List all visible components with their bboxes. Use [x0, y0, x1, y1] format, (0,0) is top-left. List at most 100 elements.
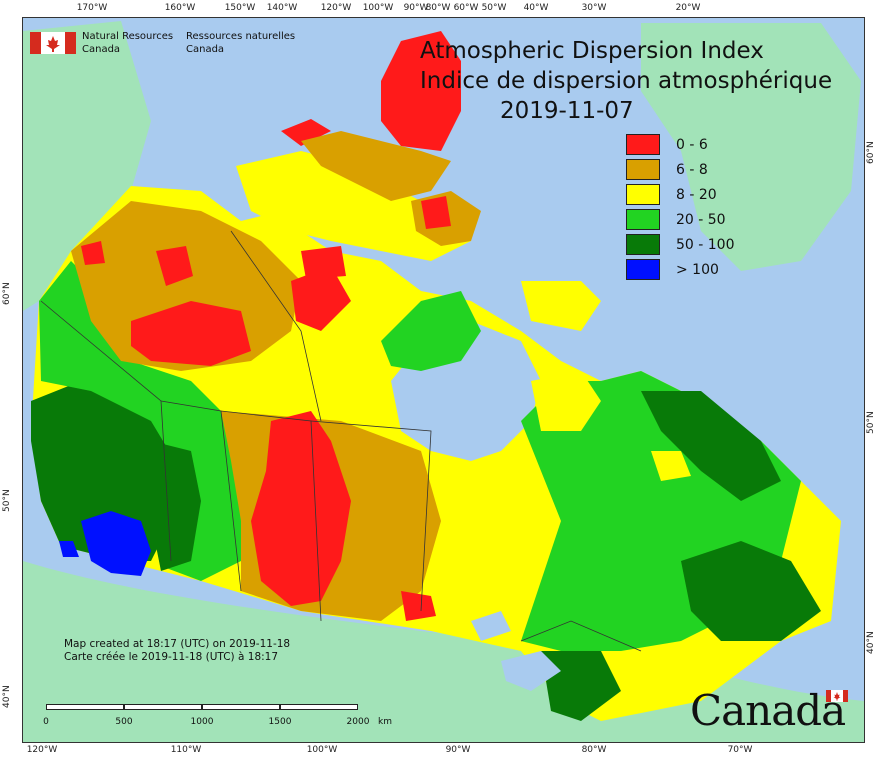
canada-wordmark: Canada — [690, 686, 846, 735]
lon-tick-bottom: 100°W — [306, 745, 338, 755]
canada-flag-icon — [30, 32, 76, 54]
org-name-fr-line1: Ressources naturelles — [186, 31, 296, 42]
quebec-zone-8-20 — [651, 451, 691, 481]
scale-label: 1500 — [268, 717, 292, 727]
arctic-zone-6-8 — [301, 131, 451, 201]
lat-tick-left: 60°N — [2, 282, 12, 305]
nunavut-zone-0-6 — [301, 246, 346, 279]
title-date: 2019-11-07 — [500, 98, 634, 124]
prairie-zone-0-6 — [251, 411, 351, 606]
creation-note: Map created at 18:17 (UTC) on 2019-11-18… — [64, 638, 290, 664]
scale-segment — [124, 704, 202, 710]
legend-item: 20 - 50 — [626, 209, 726, 230]
org-name-en-line2: Canada — [82, 44, 121, 55]
alberta-zone-50-100 — [151, 441, 201, 571]
border-line — [310, 420, 432, 612]
scale-label: 0 — [43, 717, 49, 727]
lon-tick-top: 60°W — [453, 3, 479, 13]
border-line — [520, 620, 642, 652]
lon-tick-top: 80°W — [425, 3, 451, 13]
legend-label: 6 - 8 — [676, 161, 708, 178]
org-name-fr-line2: Canada — [186, 44, 225, 55]
legend-swatch — [626, 159, 660, 180]
lon-tick-top: 20°W — [675, 3, 701, 13]
lat-tick-right: 40°N — [866, 631, 876, 654]
scale-label: 500 — [115, 717, 133, 727]
legend-label: 8 - 20 — [676, 186, 717, 203]
legend-label: 20 - 50 — [676, 211, 726, 228]
labrador-zone-50-100 — [641, 391, 781, 501]
lon-tick-top: 170°W — [76, 3, 108, 13]
bc-zone-50-100 — [31, 381, 181, 561]
nwt-zone-0-6 — [131, 301, 251, 366]
bc-zone-over-100 — [81, 511, 151, 576]
quebec-zone-8-20 — [521, 281, 601, 331]
scale-bar: 0 500 1000 1500 2000 km — [43, 704, 392, 730]
prairie-zone-0-6 — [401, 591, 436, 621]
great-lakes — [501, 651, 561, 691]
scale-unit: km — [378, 717, 392, 727]
lon-tick-bottom: 110°W — [170, 745, 202, 755]
quebec-zone-8-20 — [531, 371, 601, 431]
legend-swatch — [626, 259, 660, 280]
legend-item: > 100 — [626, 259, 719, 280]
scale-segment — [46, 704, 124, 710]
lon-tick-top: 150°W — [224, 3, 256, 13]
scale-segment — [202, 704, 280, 710]
border-line — [230, 230, 322, 422]
alaska-land — [23, 21, 151, 311]
nwt-zone-0-6 — [156, 246, 193, 286]
org-name-en: Natural Resources Canada — [82, 30, 173, 56]
lon-tick-top: 50°W — [481, 3, 507, 13]
lon-tick-top: 30°W — [581, 3, 607, 13]
arctic-zone-0-6 — [381, 31, 461, 151]
lon-tick-top: 40°W — [523, 3, 549, 13]
arctic-zone-0-6 — [421, 196, 451, 229]
title-fr: Indice de dispersion atmosphérique — [420, 68, 833, 94]
scale-label: 1000 — [190, 717, 214, 727]
lat-tick-right: 60°N — [866, 141, 876, 164]
provincial-borders — [40, 230, 642, 652]
map-title: Atmospheric Dispersion Index Indice de d… — [420, 36, 832, 126]
map-canvas — [22, 17, 865, 743]
lon-tick-top: 90°W — [403, 3, 429, 13]
legend-swatch — [626, 184, 660, 205]
title-en: Atmospheric Dispersion Index — [420, 38, 764, 64]
nunavut-zone-0-6 — [291, 266, 351, 331]
scale-label: 2000 — [346, 717, 370, 727]
bc-zone-over-100 — [59, 541, 79, 557]
lat-tick-left: 50°N — [2, 489, 12, 512]
legend-swatch — [626, 134, 660, 155]
legend-label: 0 - 6 — [676, 136, 708, 153]
greenland-land — [641, 23, 861, 271]
legend-label: 50 - 100 — [676, 236, 735, 253]
scale-segment — [280, 704, 358, 710]
legend-item: 50 - 100 — [626, 234, 735, 255]
ontario-zone-50-100 — [541, 651, 621, 721]
lon-tick-top: 100°W — [362, 3, 394, 13]
arctic-islands-8-20 — [236, 151, 471, 261]
lon-tick-bottom: 90°W — [445, 745, 471, 755]
creation-note-fr: Carte créée le 2019-11-18 (UTC) à 18:17 — [64, 651, 279, 663]
legend-swatch — [626, 234, 660, 255]
great-lakes — [471, 611, 511, 641]
lat-tick-right: 50°N — [866, 411, 876, 434]
org-name-en-line1: Natural Resources — [82, 31, 174, 42]
canada-flag-icon — [826, 690, 848, 702]
legend-item: 8 - 20 — [626, 184, 717, 205]
org-name-fr: Ressources naturelles Canada — [186, 30, 295, 56]
lon-tick-top: 120°W — [320, 3, 352, 13]
legend-label: > 100 — [676, 261, 719, 278]
lon-tick-bottom: 80°W — [581, 745, 607, 755]
lon-tick-top: 160°W — [164, 3, 196, 13]
baffin-zone-20-50 — [381, 291, 481, 371]
legend-item: 6 - 8 — [626, 159, 708, 180]
legend-item: 0 - 6 — [626, 134, 708, 155]
lat-tick-left: 40°N — [2, 685, 12, 708]
creation-note-en: Map created at 18:17 (UTC) on 2019-11-18 — [64, 638, 291, 650]
arctic-zone-0-6 — [281, 119, 331, 146]
lon-tick-bottom: 70°W — [727, 745, 753, 755]
legend-swatch — [626, 209, 660, 230]
map-drawing — [23, 18, 864, 742]
